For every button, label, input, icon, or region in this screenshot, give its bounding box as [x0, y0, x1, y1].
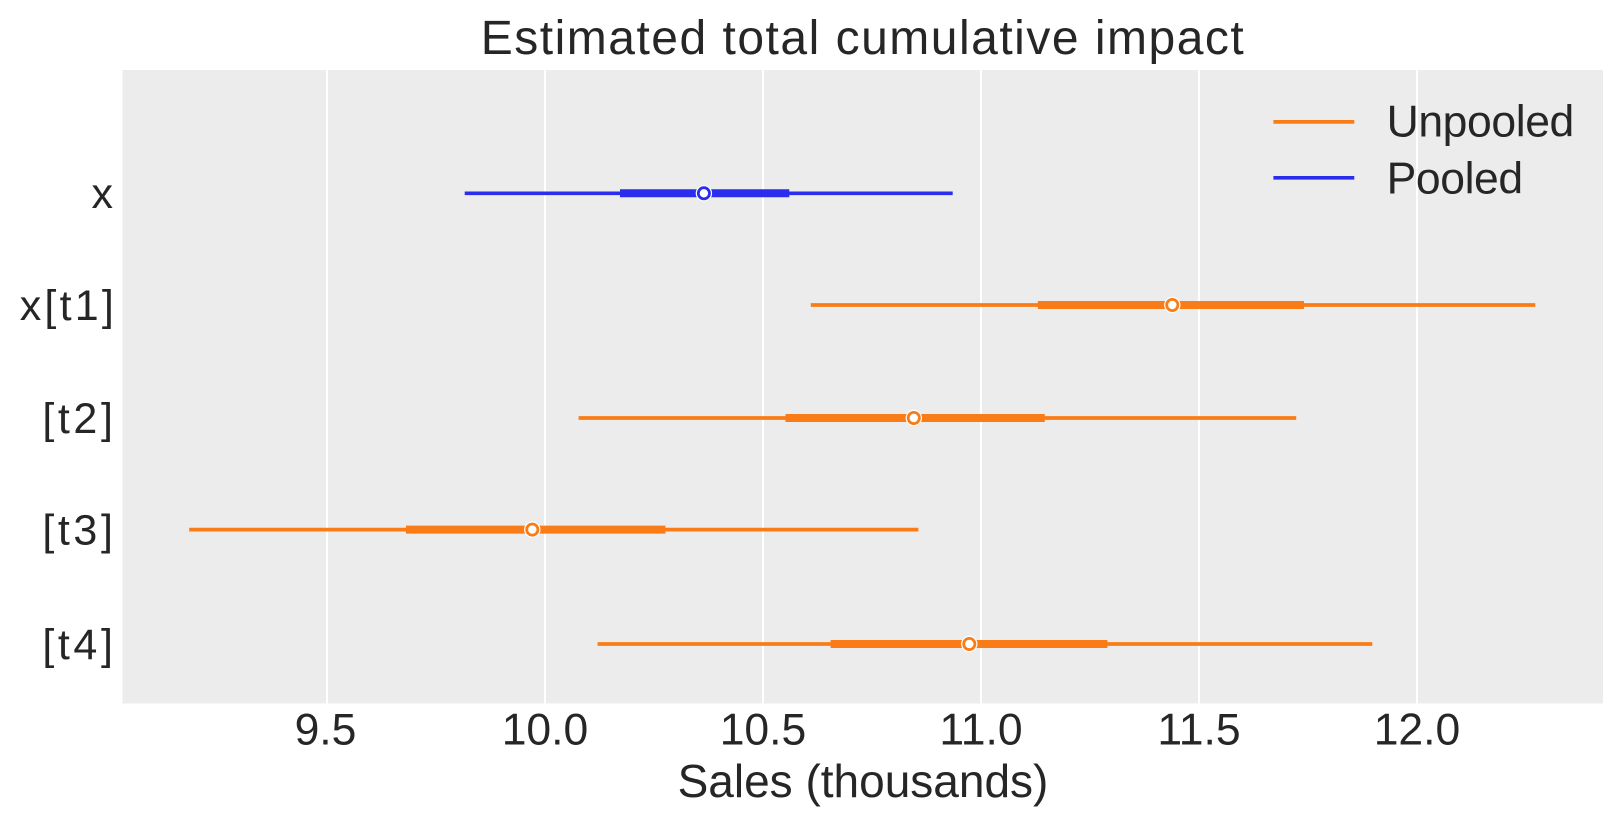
svg-text:Estimated total cumulative imp: Estimated total cumulative impact — [481, 12, 1245, 65]
svg-text:10.0: 10.0 — [502, 706, 589, 755]
svg-text:12.0: 12.0 — [1374, 706, 1461, 755]
svg-text:x: x — [92, 170, 114, 218]
svg-text:Unpooled: Unpooled — [1387, 97, 1574, 146]
svg-text:Sales (thousands): Sales (thousands) — [678, 755, 1049, 807]
svg-text:x[t1]: x[t1] — [20, 282, 117, 330]
svg-text:11.5: 11.5 — [1157, 706, 1240, 755]
svg-text:Pooled: Pooled — [1387, 155, 1523, 204]
svg-text:[t3]: [t3] — [42, 507, 116, 555]
svg-text:[t4]: [t4] — [42, 621, 116, 669]
svg-text:9.5: 9.5 — [295, 706, 357, 755]
svg-text:[t2]: [t2] — [42, 395, 116, 443]
svg-text:11.0: 11.0 — [939, 706, 1022, 755]
svg-text:10.5: 10.5 — [720, 706, 807, 755]
